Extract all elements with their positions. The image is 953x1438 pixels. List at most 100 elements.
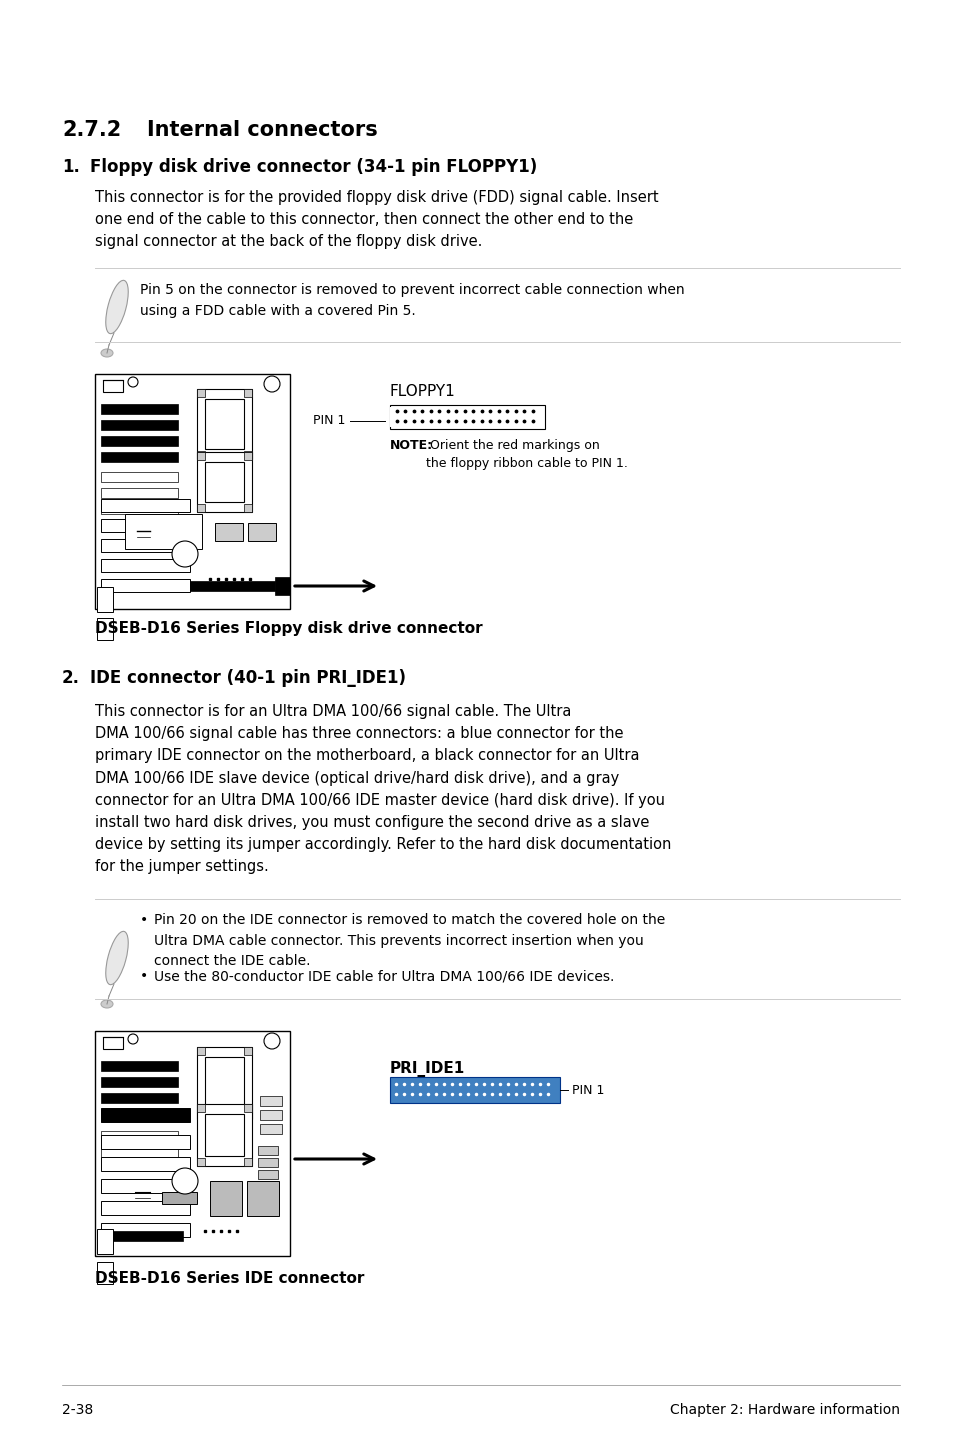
- Bar: [205, 398, 244, 449]
- Text: 2.7.2: 2.7.2: [62, 119, 121, 139]
- Bar: [257, 1171, 277, 1179]
- Bar: [101, 1132, 178, 1140]
- Bar: [244, 1112, 252, 1119]
- Ellipse shape: [101, 999, 112, 1008]
- Bar: [205, 1057, 244, 1109]
- Bar: [101, 487, 178, 498]
- Text: •: •: [140, 969, 148, 984]
- Bar: [101, 1109, 190, 1122]
- Bar: [97, 618, 112, 640]
- Text: 1.: 1.: [62, 158, 80, 175]
- Bar: [101, 436, 178, 446]
- Bar: [390, 1077, 559, 1103]
- Ellipse shape: [101, 349, 112, 357]
- Bar: [244, 452, 252, 459]
- Bar: [205, 1114, 244, 1156]
- Bar: [101, 1179, 190, 1194]
- Circle shape: [264, 375, 280, 393]
- Bar: [101, 519, 190, 532]
- Circle shape: [128, 1034, 138, 1044]
- Bar: [101, 404, 178, 414]
- Bar: [196, 1104, 252, 1166]
- Text: Chapter 2: Hardware information: Chapter 2: Hardware information: [669, 1403, 899, 1416]
- Bar: [196, 1047, 252, 1119]
- Text: Pin 5 on the connector is removed to prevent incorrect cable connection when
usi: Pin 5 on the connector is removed to pre…: [140, 283, 684, 318]
- Bar: [101, 580, 190, 592]
- Bar: [196, 452, 252, 512]
- Circle shape: [172, 541, 198, 567]
- Bar: [260, 1110, 282, 1120]
- Bar: [244, 1104, 252, 1112]
- Text: Pin 20 on the IDE connector is removed to match the covered hole on the
Ultra DM: Pin 20 on the IDE connector is removed t…: [153, 913, 664, 968]
- Bar: [247, 1181, 278, 1217]
- Bar: [112, 1231, 183, 1241]
- Bar: [101, 1077, 178, 1087]
- Bar: [248, 523, 275, 541]
- Bar: [196, 1158, 205, 1166]
- Text: This connector is for the provided floppy disk drive (FDD) signal cable. Insert
: This connector is for the provided flopp…: [95, 190, 658, 249]
- Bar: [101, 1148, 178, 1158]
- Bar: [260, 1096, 282, 1106]
- Bar: [244, 1158, 252, 1166]
- Text: Orient the red markings on
the floppy ribbon cable to PIN 1.: Orient the red markings on the floppy ri…: [426, 439, 627, 470]
- Ellipse shape: [106, 280, 128, 334]
- Bar: [196, 1104, 205, 1112]
- Text: DSEB-D16 Series Floppy disk drive connector: DSEB-D16 Series Floppy disk drive connec…: [95, 621, 482, 636]
- Text: FLOPPY1: FLOPPY1: [390, 384, 456, 398]
- Bar: [205, 462, 244, 502]
- Text: 2-38: 2-38: [62, 1403, 93, 1416]
- Bar: [196, 390, 205, 397]
- Bar: [196, 390, 252, 459]
- Bar: [103, 1037, 123, 1048]
- Bar: [196, 1112, 205, 1119]
- Bar: [101, 1201, 190, 1215]
- Bar: [101, 499, 190, 512]
- Bar: [244, 503, 252, 512]
- Bar: [244, 452, 252, 460]
- Bar: [244, 1047, 252, 1055]
- Bar: [101, 1093, 178, 1103]
- Text: DSEB-D16 Series IDE connector: DSEB-D16 Series IDE connector: [95, 1271, 364, 1286]
- Bar: [214, 523, 243, 541]
- Text: PIN 1: PIN 1: [313, 414, 345, 427]
- Text: 2.: 2.: [62, 669, 80, 687]
- Bar: [103, 380, 123, 393]
- Bar: [210, 1181, 242, 1217]
- Circle shape: [264, 1032, 280, 1048]
- Bar: [190, 581, 274, 591]
- Bar: [95, 374, 290, 610]
- Circle shape: [172, 1168, 198, 1194]
- Ellipse shape: [106, 932, 128, 985]
- Bar: [95, 1031, 290, 1255]
- Text: •: •: [140, 913, 148, 928]
- Text: Floppy disk drive connector (34-1 pin FLOPPY1): Floppy disk drive connector (34-1 pin FL…: [90, 158, 537, 175]
- Bar: [97, 1229, 112, 1254]
- Bar: [101, 420, 178, 430]
- Bar: [101, 1158, 190, 1171]
- Bar: [101, 452, 178, 462]
- Bar: [244, 390, 252, 397]
- Bar: [162, 1192, 196, 1204]
- Bar: [97, 1263, 112, 1284]
- Bar: [101, 1222, 190, 1237]
- Text: This connector is for an Ultra DMA 100/66 signal cable. The Ultra
DMA 100/66 sig: This connector is for an Ultra DMA 100/6…: [95, 705, 671, 874]
- Bar: [257, 1158, 277, 1168]
- Text: PIN 1: PIN 1: [572, 1083, 604, 1097]
- Bar: [196, 1047, 205, 1055]
- Bar: [196, 452, 205, 459]
- Bar: [101, 503, 178, 513]
- Text: Use the 80-conductor IDE cable for Ultra DMA 100/66 IDE devices.: Use the 80-conductor IDE cable for Ultra…: [153, 969, 614, 984]
- Bar: [101, 472, 178, 482]
- Bar: [101, 1135, 190, 1149]
- Text: NOTE:: NOTE:: [390, 439, 433, 452]
- Bar: [196, 503, 205, 512]
- Bar: [257, 1146, 277, 1155]
- Bar: [101, 1109, 178, 1119]
- Text: IDE connector (40-1 pin PRI_IDE1): IDE connector (40-1 pin PRI_IDE1): [90, 669, 406, 687]
- Bar: [101, 539, 190, 552]
- Bar: [97, 587, 112, 613]
- Circle shape: [128, 377, 138, 387]
- Bar: [125, 513, 202, 549]
- Bar: [390, 406, 544, 429]
- Bar: [260, 1125, 282, 1135]
